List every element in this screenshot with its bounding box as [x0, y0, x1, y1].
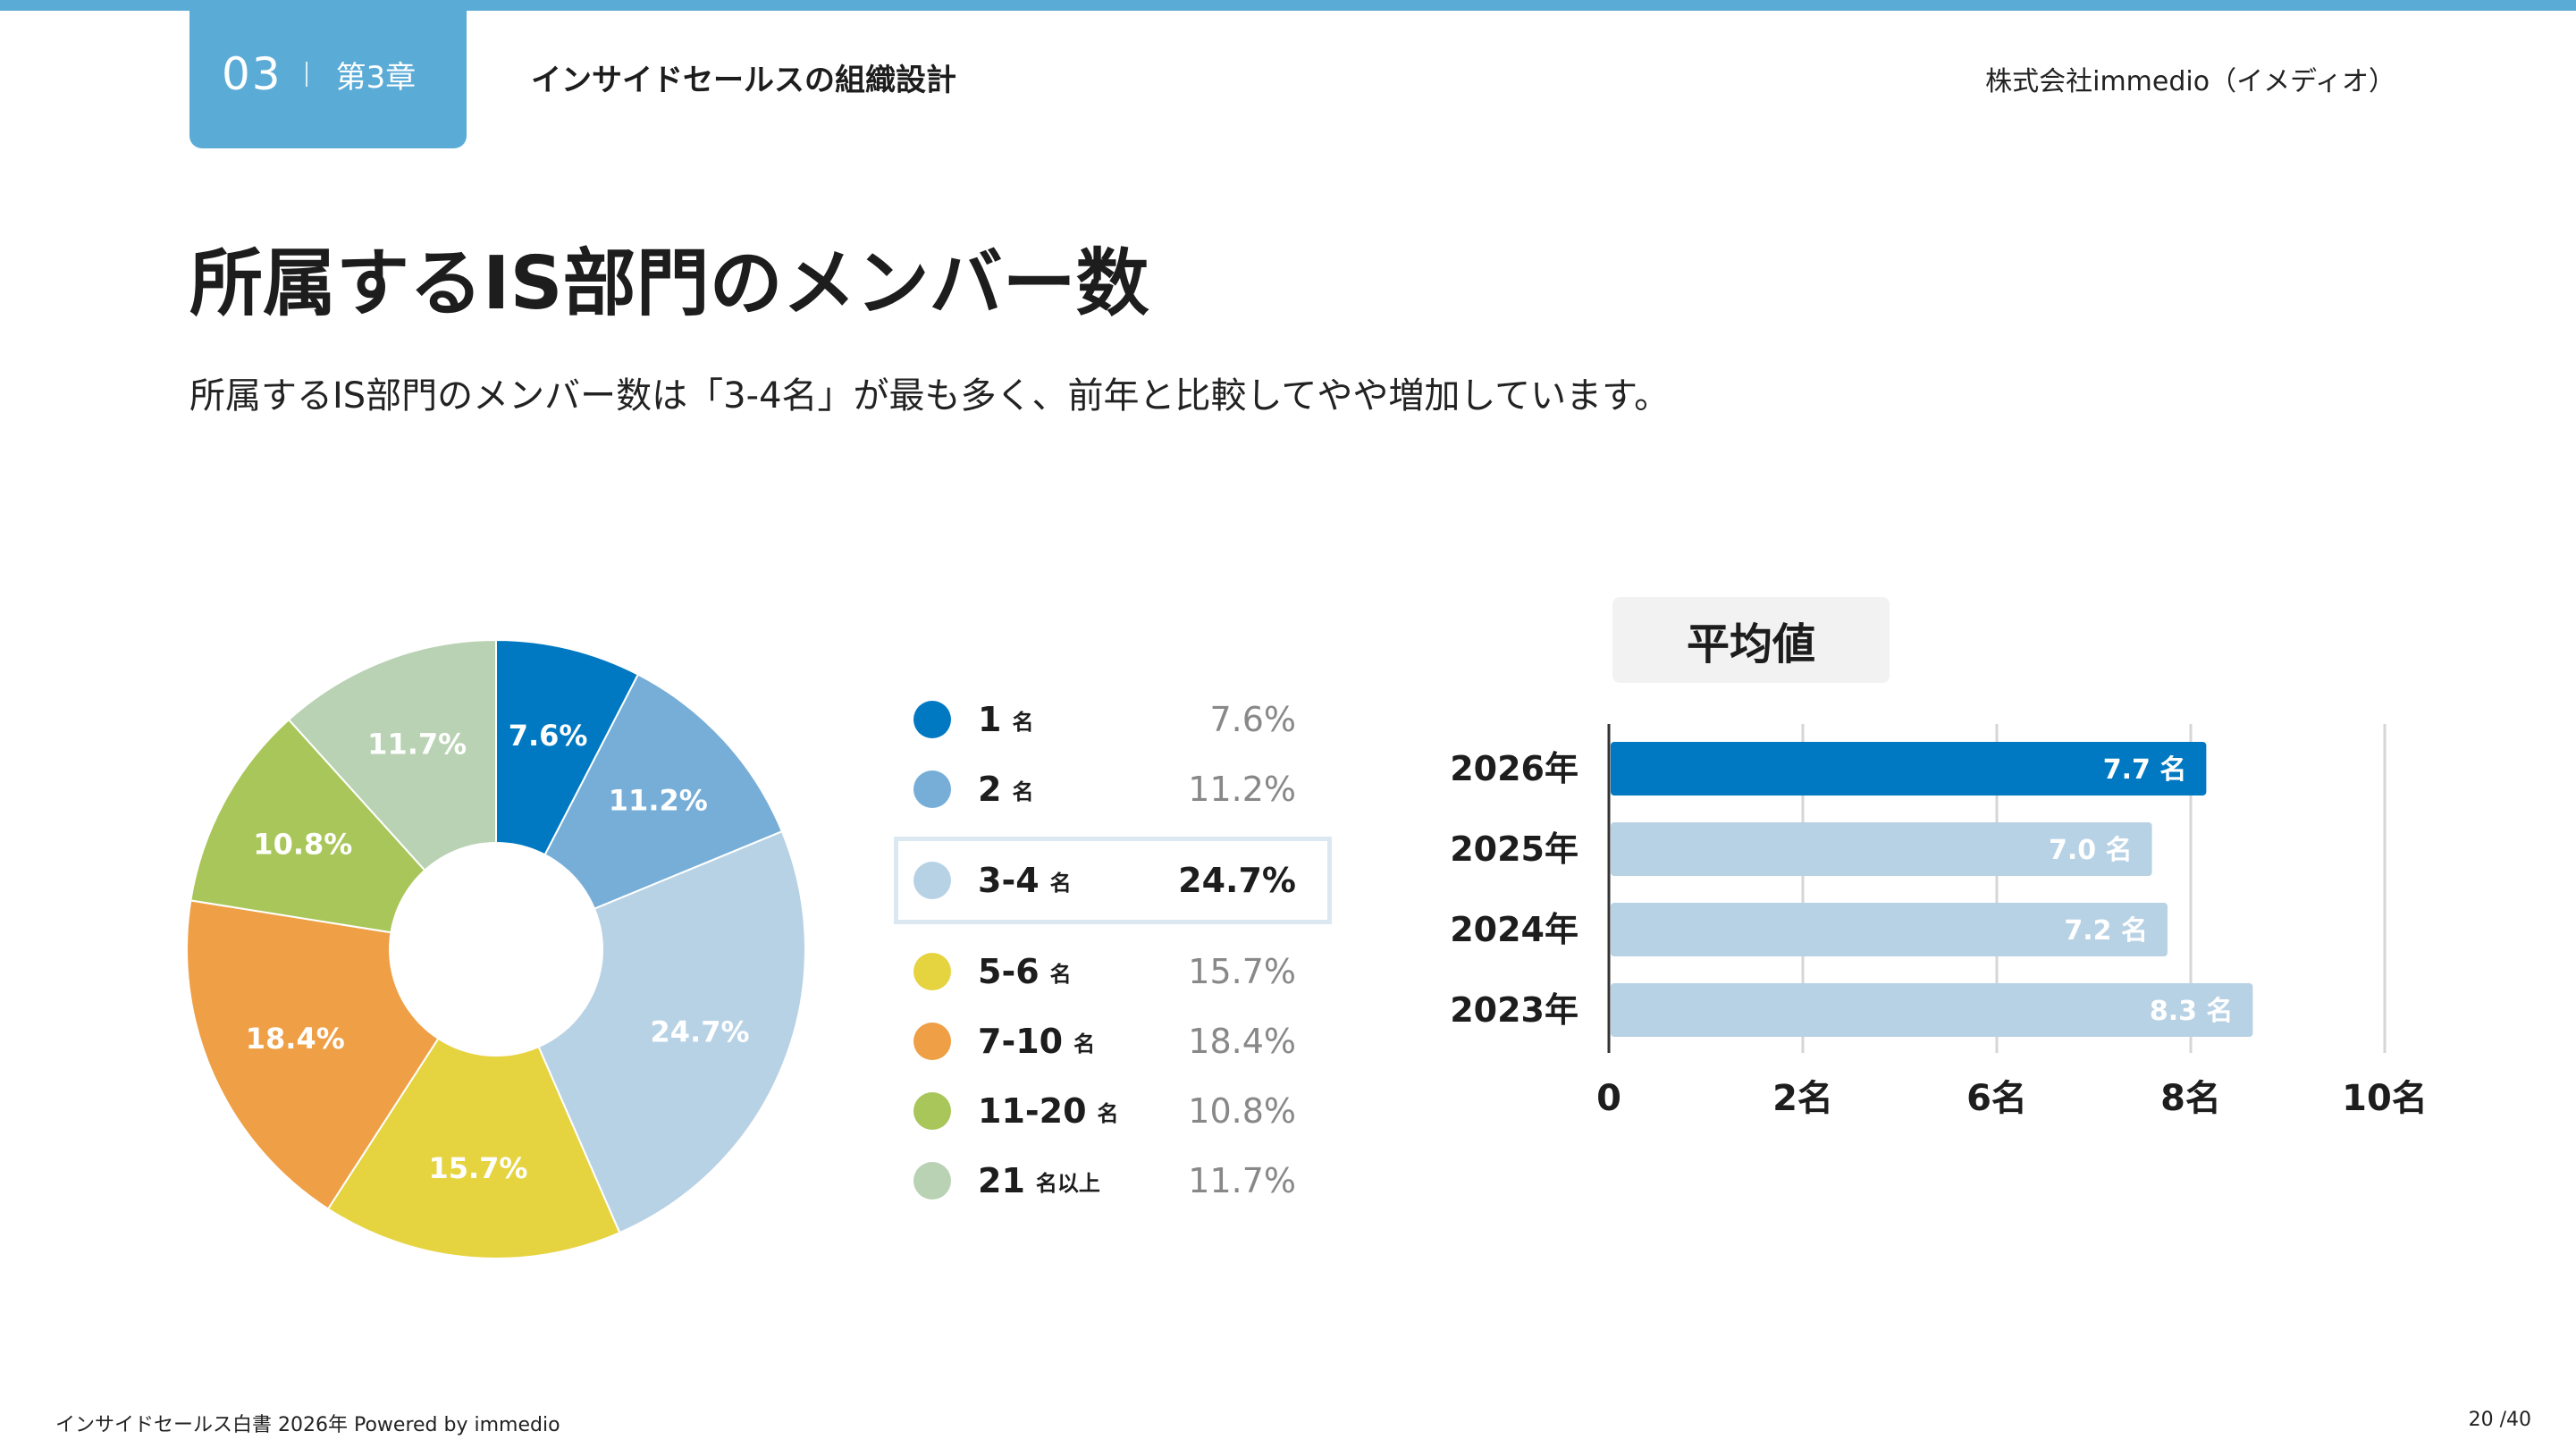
y-category-label: 2023年 [1450, 990, 1578, 1030]
x-tick-label: 8名 [2160, 1078, 2221, 1119]
legend-unit: 名 [1049, 961, 1072, 987]
chapter-tab: 03 第3章 [189, 0, 467, 148]
bar [1611, 742, 2207, 796]
pie-slice-label: 10.8% [253, 828, 352, 862]
bar [1611, 903, 2168, 956]
bar-value-label: 7.0 名 [2049, 835, 2133, 866]
legend-label: 1 [978, 700, 1002, 739]
legend-unit: 名 [1049, 870, 1072, 896]
legend-color-dot [913, 1092, 951, 1130]
bar-value-label: 7.7 名 [2103, 754, 2187, 786]
legend-item: 11-20 名 10.8% [894, 1080, 1332, 1142]
legend-item: 3-4 名 24.7% [894, 837, 1332, 924]
legend-item: 7-10 名 18.4% [894, 1010, 1332, 1073]
legend-item: 2 名 11.2% [894, 758, 1332, 821]
legend-item: 21 名以上 11.7% [894, 1149, 1332, 1212]
legend-color-dot [913, 862, 951, 899]
legend-label: 2 [978, 770, 1002, 809]
legend-value: 10.8% [1188, 1091, 1296, 1131]
section-title: インサイドセールスの組織設計 [531, 63, 956, 98]
legend-value: 11.2% [1188, 770, 1296, 809]
legend-item: 5-6 名 15.7% [894, 940, 1332, 1003]
legend-value: 11.7% [1188, 1161, 1296, 1200]
pie-slice-label: 24.7% [651, 1014, 750, 1048]
pie-slice-label: 18.4% [246, 1022, 345, 1056]
top-accent-bar [0, 0, 2576, 11]
legend-label: 11-20 [978, 1091, 1087, 1131]
bar-value-label: 8.3 名 [2150, 996, 2234, 1027]
legend-color-dot [913, 770, 951, 808]
average-bar-chart: 0 2名 6名 8名 10名 7.7 名 2026年 7.0 名 2025年 7.2 名 2024年… [1450, 724, 2428, 1119]
legend-unit: 名以上 [1035, 1170, 1100, 1196]
bar-value-label: 7.2 名 [2064, 915, 2148, 947]
legend-label: 21 [978, 1161, 1025, 1200]
chapter-label: 第3章 [335, 59, 417, 96]
y-category-label: 2025年 [1450, 829, 1578, 869]
pie-slice-label: 15.7% [428, 1151, 527, 1185]
legend-color-dot [913, 701, 951, 738]
legend-color-dot [913, 1023, 951, 1060]
page-title: 所属するIS部門のメンバー数 [189, 241, 1149, 326]
legend-label: 3-4 [978, 861, 1040, 900]
donut-chart: 7.6% 11.2% 24.7% 15.7% 18.4% 10.8% 11.7% [186, 638, 806, 1259]
legend-color-dot [913, 953, 951, 990]
legend-value: 24.7% [1178, 861, 1296, 900]
legend-unit: 名 [1097, 1100, 1119, 1126]
pie-slice [326, 947, 621, 1259]
x-tick-label: 0 [1596, 1078, 1621, 1119]
chapter-number: 03 [222, 48, 282, 100]
pie-slice-label: 11.2% [609, 784, 708, 818]
x-tick-label: 2名 [1772, 1078, 1833, 1119]
legend-value: 18.4% [1188, 1022, 1296, 1061]
legend-unit: 名 [1073, 1031, 1096, 1057]
x-tick-label: 6名 [1966, 1078, 2027, 1119]
donut-hole [389, 842, 603, 1057]
x-tick-label: 10名 [2342, 1078, 2428, 1119]
legend-label: 7-10 [978, 1022, 1064, 1061]
company-name: 株式会社immedio（イメディオ） [1985, 66, 2395, 97]
page-subtitle: 所属するIS部門のメンバー数は「3-4名」が最も多く、前年と比較してやや増加して… [189, 375, 1671, 417]
legend-value: 15.7% [1188, 952, 1296, 991]
legend-value: 7.6% [1209, 700, 1296, 739]
bar [1611, 822, 2152, 876]
legend-item: 1 名 7.6% [894, 688, 1332, 751]
legend-unit: 名 [1012, 709, 1034, 735]
average-chart-title: 平均値 [1612, 597, 1890, 683]
bar [1611, 983, 2253, 1037]
y-category-label: 2026年 [1450, 749, 1578, 788]
y-category-label: 2024年 [1450, 910, 1578, 949]
pie-slice-label: 11.7% [367, 727, 467, 761]
footer-text: インサイドセールス白書 2026年 Powered by immedio [55, 1414, 560, 1436]
legend-label: 5-6 [978, 952, 1040, 991]
chapter-separator [305, 62, 307, 87]
pie-slice-label: 7.6% [509, 719, 588, 753]
legend-unit: 名 [1012, 779, 1034, 804]
page-number: 20 /40 [2468, 1409, 2531, 1431]
legend-color-dot [913, 1162, 951, 1200]
